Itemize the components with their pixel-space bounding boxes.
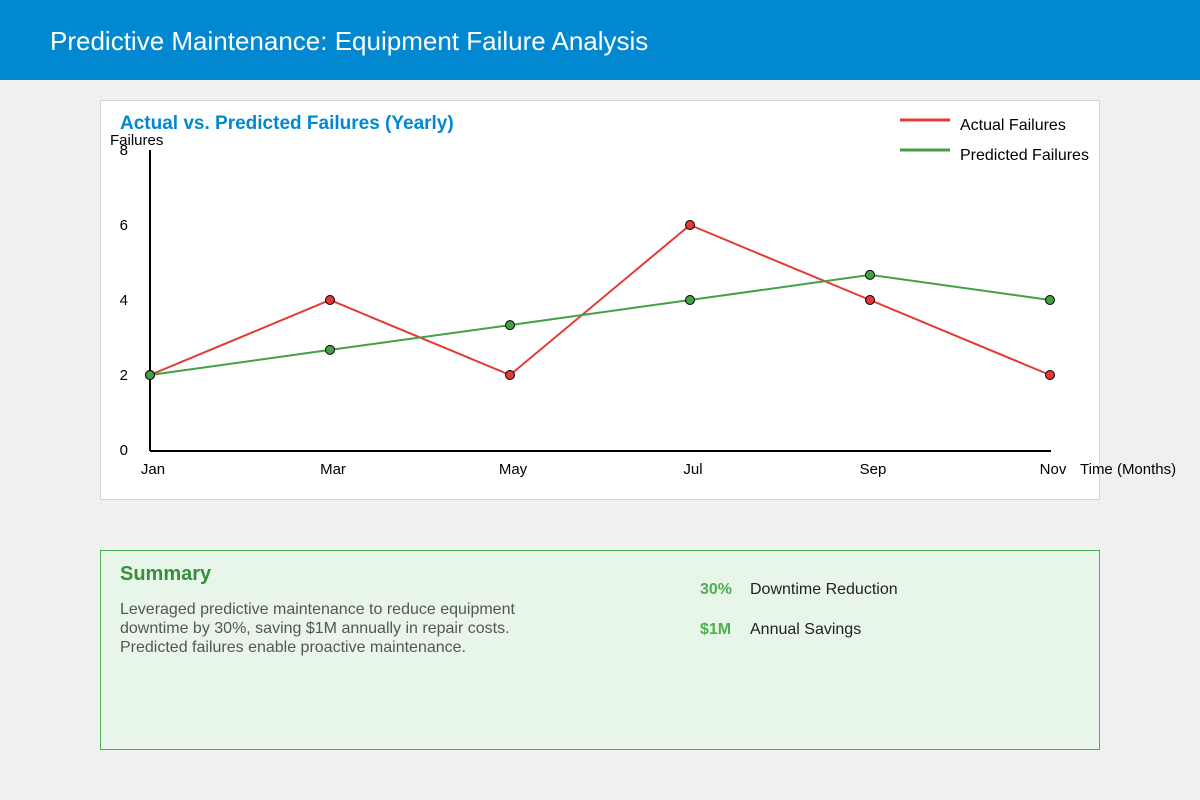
x-axis-label: Time (Months) [1080,461,1176,478]
series-0-point [1045,370,1055,380]
x-tick-label: Jan [141,461,165,478]
x-tick-label: Sep [860,461,887,478]
y-tick-label: 0 [120,442,128,459]
page-title: Predictive Maintenance: Equipment Failur… [50,26,649,56]
y-tick-label: 8 [120,142,128,159]
y-tick-label: 6 [120,217,128,234]
summary-title: Summary [120,563,212,585]
series-1-point [505,320,515,331]
series-0-point [865,295,875,305]
metric-value: 30% [700,581,733,598]
series-0-point [685,220,695,230]
series-0-point [325,295,335,305]
y-tick-label: 2 [120,367,128,384]
x-tick-label: Jul [683,461,702,478]
page-header: Predictive Maintenance: Equipment Failur… [0,0,1200,80]
summary-card: Summary Leveraged predictive maintenance… [100,550,1100,750]
y-tick-label: 4 [120,292,128,309]
series-1-point [685,295,695,305]
legend-label: Actual Failures [960,117,1066,134]
x-ticks: Jan Mar May Jul Sep Nov [141,461,1067,478]
line-chart: Actual vs. Predicted Failures (Yearly) F… [110,113,1176,478]
series-layer [145,220,1055,380]
series-line-1 [149,273,1051,376]
series-0-point [505,370,515,380]
metric-label: Annual Savings [750,621,862,638]
chart-title: Actual vs. Predicted Failures (Yearly) [120,113,454,134]
series-1-point [1045,295,1055,305]
legend-label: Predicted Failures [960,147,1089,164]
x-tick-label: May [499,461,528,478]
series-1-point [325,344,335,355]
series-1-point [145,370,155,380]
legend: Actual Failures Predicted Failures [900,117,1089,164]
y-axis-label: Failures [110,132,163,149]
series-1-point [865,269,875,280]
y-ticks: 0 2 4 6 8 [120,142,128,459]
metric-value: $1M [700,621,732,638]
series-line-0 [149,223,1051,377]
x-tick-label: Mar [320,461,346,478]
x-tick-label: Nov [1040,461,1067,478]
metric-label: Downtime Reduction [750,581,898,598]
summary-text: Leveraged predictive maintenance to redu… [120,601,515,656]
